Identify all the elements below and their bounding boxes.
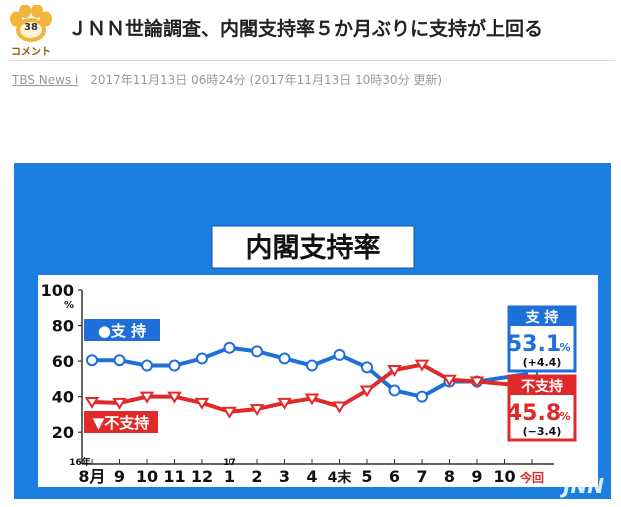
- disapprove-point: [167, 391, 182, 404]
- disapprove-point: [194, 397, 210, 410]
- x-tick-label: 8: [444, 467, 455, 486]
- approve-point: [251, 345, 263, 358]
- approve-point: [141, 359, 153, 372]
- approve-current-unit: %: [559, 341, 570, 354]
- x-tick-label: 9: [114, 467, 125, 486]
- approve-point: [361, 361, 373, 374]
- x-tick-label: 4末: [328, 469, 353, 486]
- x-tick-label: 12: [191, 467, 213, 486]
- chart-title-box: [211, 225, 415, 269]
- x-tick-label: 10: [136, 467, 158, 486]
- disapprove-point: [304, 393, 320, 406]
- article-meta: TBS News i 2017年11月13日 06時24分 (2017年11月1…: [12, 71, 442, 88]
- approve-point: [168, 359, 181, 372]
- approve-point: [416, 390, 428, 403]
- article-header: 38 コメント ＪＮＮ世論調査、内閣支持率５か月ぶりに支持が上回る: [0, 0, 621, 58]
- header-divider: [10, 60, 615, 61]
- x-tick-label: 8月: [78, 467, 105, 486]
- comment-badge[interactable]: 38 コメント: [6, 5, 56, 58]
- disapprove-point: [414, 359, 430, 372]
- chart-title: 内閣支持率: [246, 232, 381, 264]
- x-tick-label: 3: [279, 467, 290, 486]
- approve-change-value: (+4.4): [523, 356, 562, 369]
- approve-point: [86, 354, 98, 367]
- disapprove-series-line: [91, 362, 533, 414]
- published-date: 2017年11月13日 06時24分: [90, 73, 246, 87]
- disapprove-point: [469, 376, 485, 389]
- disapprove-point: [222, 406, 237, 419]
- approve-result-header: [509, 307, 575, 326]
- y-tick-label: 100: [41, 281, 74, 300]
- source-link[interactable]: TBS News i: [12, 73, 79, 87]
- approve-current-value: 53.1: [507, 332, 561, 357]
- x-tick-label: 1: [224, 467, 235, 486]
- approve-point: [333, 348, 346, 361]
- updated-date: (2017年11月13日 10時30分 更新): [249, 73, 443, 87]
- y-tick-label: 80: [52, 317, 74, 336]
- x-tick-label: 4: [306, 467, 317, 486]
- paw-icon: [10, 5, 52, 42]
- approve-result-title: 支 持: [525, 309, 559, 326]
- y-unit-label: %: [64, 300, 74, 311]
- approve-point: [223, 341, 236, 354]
- x-year-label: 17: [223, 458, 236, 468]
- y-tick-label: 20: [52, 423, 74, 442]
- approve-point: [278, 352, 291, 365]
- approve-series-line: [92, 345, 533, 399]
- approve-point: [113, 354, 126, 367]
- disapprove-current-value: 45.8: [507, 401, 561, 426]
- x-tick-label: 2: [251, 467, 262, 486]
- disapprove-current-unit: %: [559, 410, 570, 423]
- x-tick-label: 11: [163, 467, 185, 486]
- x-tick-label: 6: [389, 467, 400, 486]
- x-tick-label: 今回: [519, 470, 544, 485]
- approve-point: [196, 352, 208, 365]
- disapprove-point: [332, 401, 347, 414]
- approve-point: [388, 384, 401, 397]
- plot-panel: [38, 275, 598, 487]
- disapprove-result-header: [509, 376, 575, 395]
- disapprove-legend-label: ▼不支持: [93, 414, 150, 432]
- jnn-watermark: JNN: [559, 474, 604, 498]
- disapprove-result-title: 不支持: [521, 378, 563, 395]
- y-tick-label: 60: [52, 352, 74, 371]
- approve-point: [306, 359, 318, 372]
- disapprove-point: [112, 397, 127, 410]
- disapprove-point: [442, 374, 457, 387]
- x-tick-label: 9: [471, 467, 482, 486]
- approval-rating-figure: 内閣支持率 100 80 60 40 20% 8月 9 10 11 12 1 2 3 4 4末 5 6 7 8 9 10 今…: [14, 163, 611, 499]
- disapprove-point: [387, 365, 402, 377]
- article-title: ＪＮＮ世論調査、内閣支持率５か月ぶりに支持が上回る: [68, 18, 544, 40]
- y-tick-label: 40: [52, 388, 74, 407]
- x-year-label: 16年: [69, 456, 91, 468]
- comment-label: コメント: [11, 47, 51, 58]
- disapprove-change-value: (−3.4): [523, 425, 562, 438]
- disapprove-point: [139, 391, 155, 404]
- disapprove-point: [249, 404, 265, 417]
- approve-legend-label: ●支 持: [98, 322, 146, 340]
- disapprove-legend-box: [84, 411, 158, 433]
- comment-count: 38: [24, 22, 38, 33]
- x-tick-label: 7: [416, 467, 427, 486]
- x-tick-label: 5: [361, 467, 372, 486]
- x-tick-label: 10: [493, 467, 515, 486]
- disapprove-point: [84, 397, 100, 409]
- disapprove-point: [359, 385, 375, 398]
- approve-legend-box: [84, 319, 160, 341]
- disapprove-point: [277, 397, 292, 410]
